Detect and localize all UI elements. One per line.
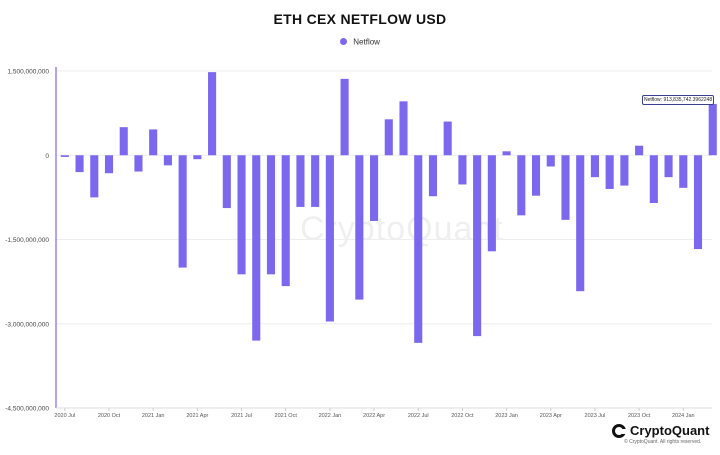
x-tick-label: 2023 Jul xyxy=(585,413,606,419)
x-tick-label: 2022 Jul xyxy=(408,413,429,419)
x-tick-label: 2024 Jan xyxy=(672,413,695,419)
legend[interactable]: Netflow xyxy=(0,37,720,46)
tooltip: Netflow: 913,835,742.3962248 xyxy=(642,95,714,105)
y-tick-label: 0 xyxy=(45,153,49,160)
y-tick-label: 1,500,000,000 xyxy=(7,69,49,76)
bar xyxy=(605,155,614,189)
x-tick-label: 2020 Jul xyxy=(54,413,75,419)
bar xyxy=(487,155,496,252)
bar xyxy=(60,155,69,157)
bar xyxy=(635,145,644,156)
x-tick-label: 2023 Jan xyxy=(495,413,518,419)
x-tick-label: 2021 Jan xyxy=(142,413,165,419)
bar xyxy=(649,155,658,203)
bar xyxy=(620,155,629,186)
x-tick-label: 2022 Oct xyxy=(451,413,474,419)
bar xyxy=(693,155,703,250)
bar xyxy=(104,155,114,174)
x-tick-label: 2021 Jul xyxy=(231,413,252,419)
bar xyxy=(664,155,673,178)
bar xyxy=(252,155,261,341)
brand-copyright: © CryptoQuant. All rights reserved. xyxy=(624,439,702,445)
x-tick-label: 2023 Oct xyxy=(628,413,651,419)
bar xyxy=(546,155,555,167)
bar xyxy=(119,127,128,156)
bar xyxy=(237,155,246,275)
x-tick-label: 2021 Apr xyxy=(186,413,208,419)
bar xyxy=(281,155,290,287)
bar xyxy=(325,155,334,322)
bar xyxy=(208,72,217,156)
bar xyxy=(370,155,379,221)
bar xyxy=(355,155,364,300)
bar xyxy=(590,155,599,178)
bar xyxy=(134,155,143,172)
bar xyxy=(178,155,187,268)
x-tick-label: 2022 Apr xyxy=(363,413,385,419)
bar xyxy=(399,101,408,156)
bar xyxy=(517,155,526,216)
brand-name: CryptoQuant xyxy=(630,423,710,438)
bar xyxy=(266,155,276,275)
bar xyxy=(576,155,585,292)
bar xyxy=(222,155,231,209)
y-tick-label: -4,500,000,000 xyxy=(5,406,49,413)
bar xyxy=(561,155,570,220)
x-tick-label: 2022 Jan xyxy=(319,413,342,419)
x-tick-label: 2021 Oct xyxy=(275,413,298,419)
bar xyxy=(340,78,349,156)
bar xyxy=(443,121,452,156)
bar xyxy=(679,155,688,188)
bar xyxy=(458,155,467,185)
bar xyxy=(414,155,423,343)
brand: CryptoQuant © CryptoQuant. All rights re… xyxy=(612,423,709,445)
legend-label: Netflow xyxy=(353,37,380,47)
bar xyxy=(149,129,158,156)
cryptoquant-logo-icon xyxy=(612,423,627,438)
bar xyxy=(428,155,438,197)
bar xyxy=(163,155,172,166)
bar xyxy=(75,155,84,173)
bar xyxy=(473,155,482,337)
bar xyxy=(384,119,393,156)
chart-title: ETH CEX NETFLOW USD xyxy=(273,11,447,27)
bar xyxy=(502,151,511,156)
y-tick-label: -1,500,000,000 xyxy=(5,237,49,244)
bar xyxy=(311,155,320,207)
y-tick-label: -3,000,000,000 xyxy=(5,321,49,328)
x-tick-label: 2020 Oct xyxy=(98,413,121,419)
x-tick-label: 2023 Apr xyxy=(540,413,562,419)
legend-swatch xyxy=(340,38,348,46)
bar xyxy=(296,155,305,207)
bar xyxy=(193,155,202,160)
bar xyxy=(708,103,717,156)
bar xyxy=(90,155,99,198)
bar xyxy=(531,155,541,196)
